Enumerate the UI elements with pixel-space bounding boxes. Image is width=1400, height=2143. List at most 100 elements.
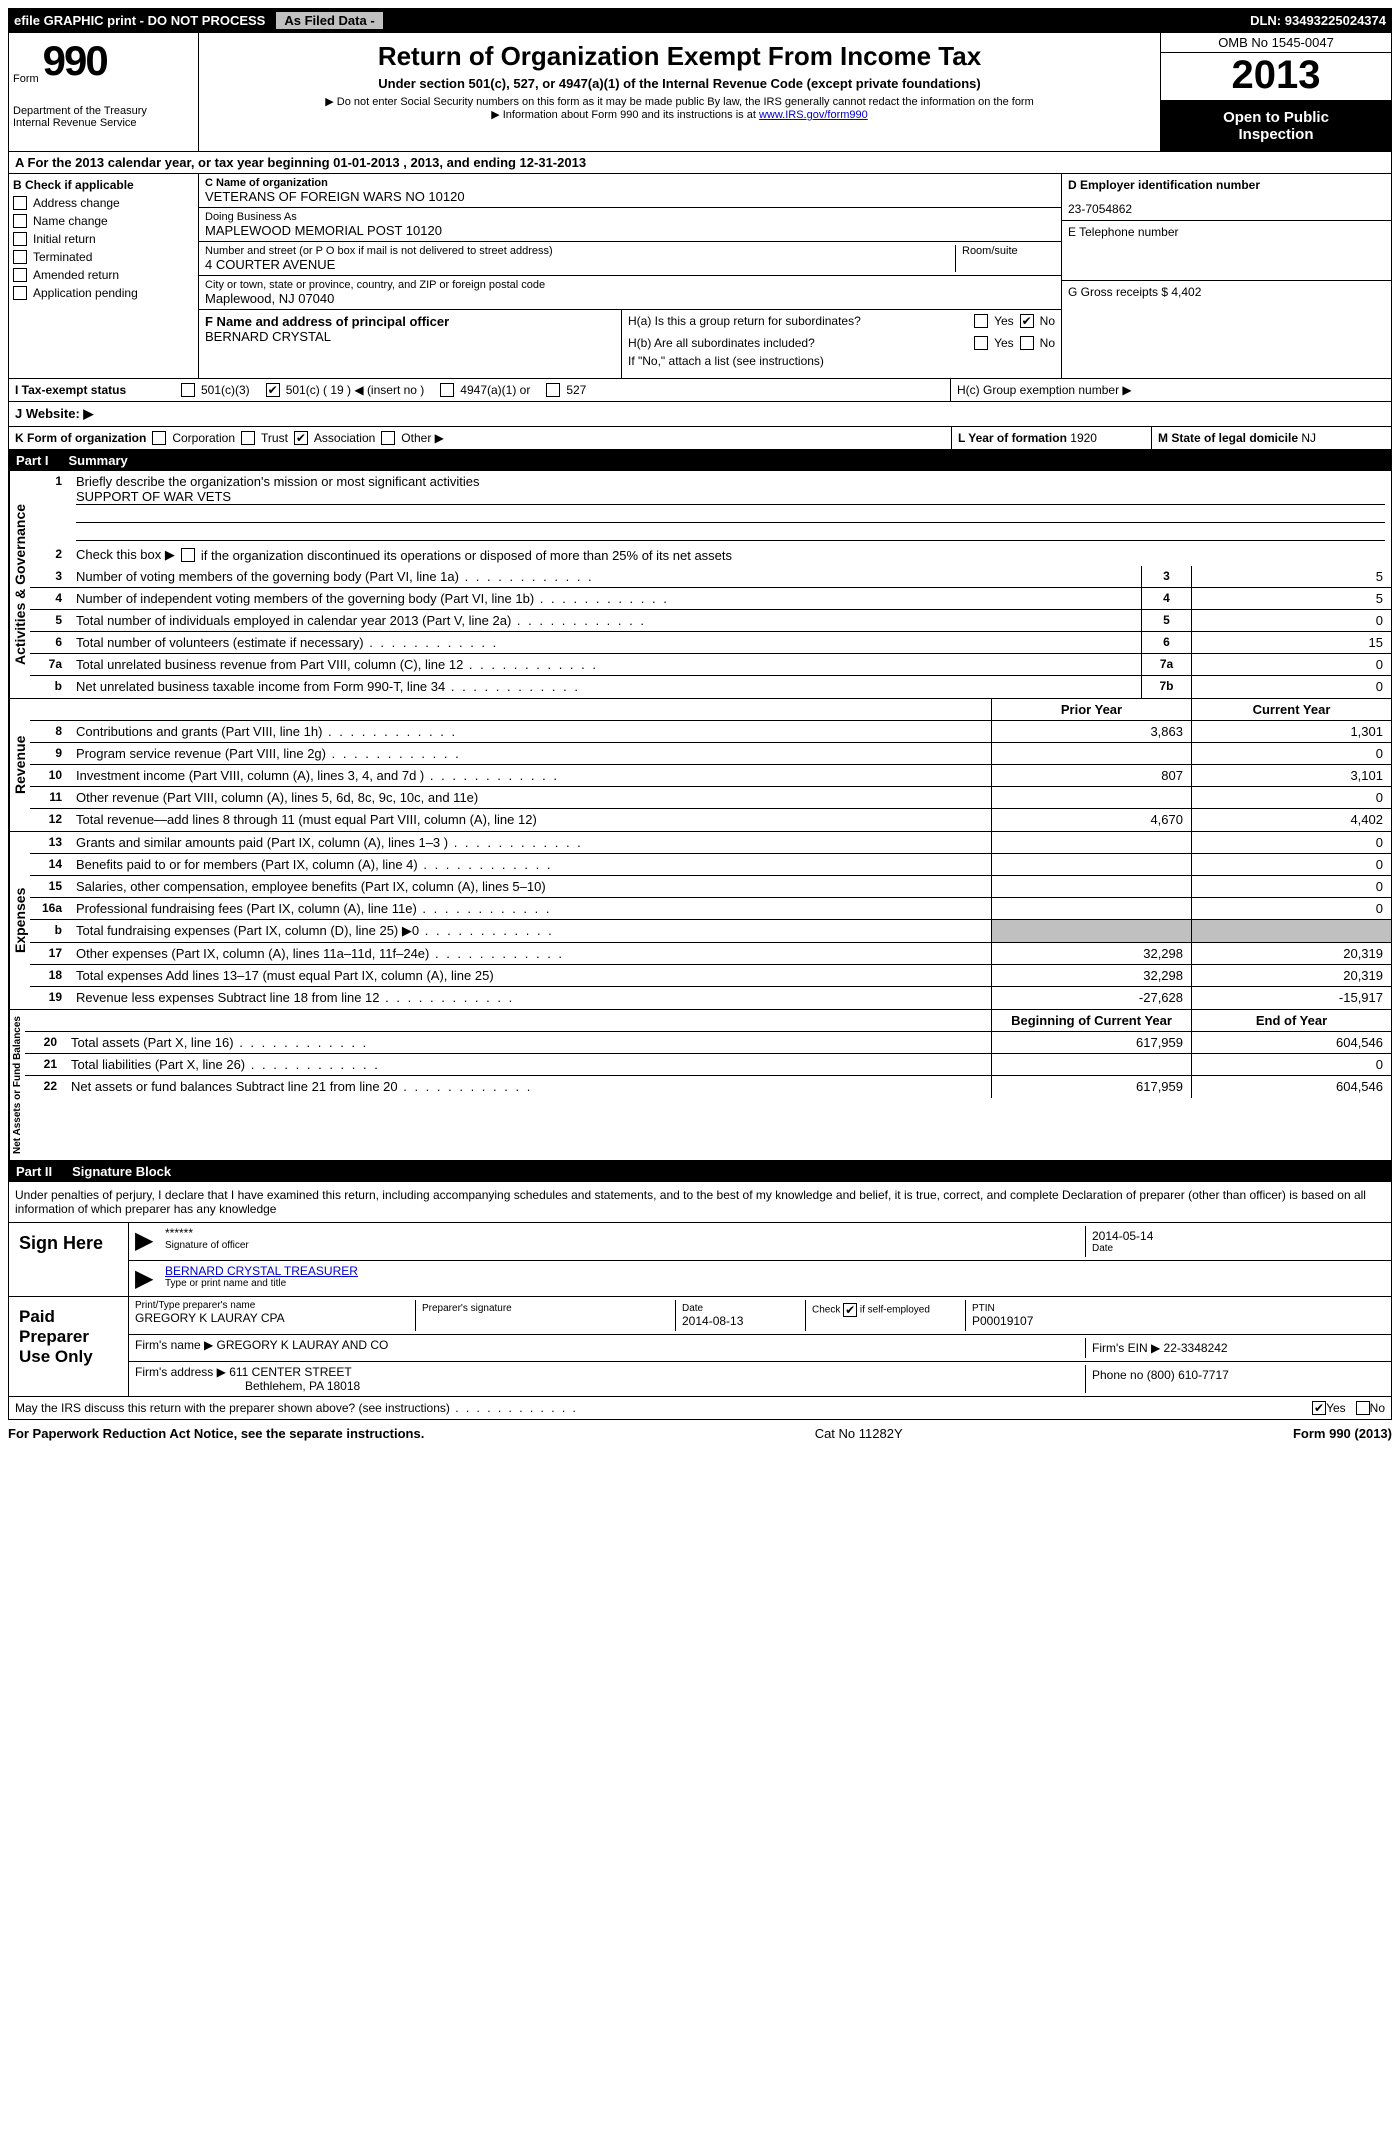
section-revenue: Revenue Prior Year Current Year 8 Contri…: [8, 699, 1392, 832]
firm-addr2: Bethlehem, PA 18018: [245, 1379, 360, 1393]
footer-center: Cat No 11282Y: [815, 1426, 903, 1441]
part-1-header: Part I Summary: [8, 450, 1392, 471]
chk-discontinued[interactable]: [181, 548, 195, 562]
form-subtitle: Under section 501(c), 527, or 4947(a)(1)…: [209, 76, 1150, 91]
summary-row: 8 Contributions and grants (Part VIII, l…: [30, 721, 1391, 743]
chk-501c3[interactable]: [181, 383, 195, 397]
summary-row: 13 Grants and similar amounts paid (Part…: [30, 832, 1391, 854]
ptin: P00019107: [972, 1314, 1379, 1328]
firm-name: GREGORY K LAURAY AND CO: [217, 1338, 389, 1352]
chk-corp[interactable]: [152, 431, 166, 445]
chk-address-change[interactable]: [13, 196, 27, 210]
gross-receipts: 4,402: [1171, 285, 1201, 299]
vlabel-activities: Activities & Governance: [9, 471, 30, 698]
part-2-header: Part II Signature Block: [8, 1161, 1392, 1182]
section-b-checkboxes: B Check if applicable Address change Nam…: [9, 174, 199, 378]
summary-row: 14 Benefits paid to or for members (Part…: [30, 854, 1391, 876]
footer-right: Form 990 (2013): [1293, 1426, 1392, 1441]
chk-application-pending[interactable]: [13, 286, 27, 300]
warning-2: ▶ Information about Form 990 and its ins…: [209, 108, 1150, 121]
chk-name-change[interactable]: [13, 214, 27, 228]
summary-row: 4 Number of independent voting members o…: [30, 588, 1391, 610]
chk-ha-no[interactable]: [1020, 314, 1034, 328]
dept-treasury: Department of the Treasury: [13, 105, 194, 117]
section-i-j: I Tax-exempt status 501(c)(3) 501(c) ( 1…: [8, 379, 1392, 402]
ein: 23-7054862: [1068, 202, 1385, 216]
preparer-date: 2014-08-13: [682, 1314, 799, 1328]
preparer-name: GREGORY K LAURAY CPA: [135, 1311, 415, 1325]
summary-row: 20 Total assets (Part X, line 16) 617,95…: [25, 1032, 1391, 1054]
firm-addr1: 611 CENTER STREET: [229, 1365, 351, 1379]
chk-501c[interactable]: [266, 383, 280, 397]
summary-row: b Total fundraising expenses (Part IX, c…: [30, 920, 1391, 943]
chk-discuss-yes[interactable]: [1312, 1401, 1326, 1415]
summary-row: 5 Total number of individuals employed i…: [30, 610, 1391, 632]
org-address: 4 COURTER AVENUE: [205, 257, 955, 272]
summary-row: 18 Total expenses Add lines 13–17 (must …: [30, 965, 1391, 987]
chk-trust[interactable]: [241, 431, 255, 445]
org-info-grid: B Check if applicable Address change Nam…: [8, 174, 1392, 379]
form-title: Return of Organization Exempt From Incom…: [209, 41, 1150, 72]
summary-row: 21 Total liabilities (Part X, line 26) 0: [25, 1054, 1391, 1076]
tax-year: 2013: [1161, 53, 1391, 101]
chk-assoc[interactable]: [294, 431, 308, 445]
discuss-preparer-row: May the IRS discuss this return with the…: [8, 1397, 1392, 1420]
mission: SUPPORT OF WAR VETS: [76, 489, 1385, 505]
efile-text: efile GRAPHIC print - DO NOT PROCESS: [14, 13, 265, 28]
irs-link[interactable]: www.IRS.gov/form990: [759, 109, 868, 121]
vlabel-revenue: Revenue: [9, 699, 30, 831]
firm-ein: 22-3348242: [1164, 1341, 1228, 1355]
section-net-assets: Net Assets or Fund Balances Beginning of…: [8, 1010, 1392, 1161]
chk-ha-yes[interactable]: [974, 314, 988, 328]
sign-here-block: Sign Here ▶ ****** Signature of officer …: [8, 1223, 1392, 1297]
section-c-org: C Name of organization VETERANS OF FOREI…: [199, 174, 1061, 378]
org-name: VETERANS OF FOREIGN WARS NO 10120: [205, 189, 1055, 204]
summary-row: 3 Number of voting members of the govern…: [30, 566, 1391, 588]
chk-hb-no[interactable]: [1020, 336, 1034, 350]
summary-row: 7a Total unrelated business revenue from…: [30, 654, 1391, 676]
org-city: Maplewood, NJ 07040: [205, 291, 1055, 306]
warning-1: ▶ Do not enter Social Security numbers o…: [209, 95, 1150, 108]
vlabel-expenses: Expenses: [9, 832, 30, 1009]
section-a-tax-year: A For the 2013 calendar year, or tax yea…: [8, 152, 1392, 174]
summary-row: 17 Other expenses (Part IX, column (A), …: [30, 943, 1391, 965]
form-title-block: Return of Organization Exempt From Incom…: [199, 33, 1161, 151]
chk-self-employed[interactable]: [843, 1303, 857, 1317]
year-block: OMB No 1545-0047 2013 Open to Public Ins…: [1161, 33, 1391, 151]
summary-row: 11 Other revenue (Part VIII, column (A),…: [30, 787, 1391, 809]
principal-officer: BERNARD CRYSTAL: [205, 329, 615, 344]
chk-4947[interactable]: [440, 383, 454, 397]
chk-hb-yes[interactable]: [974, 336, 988, 350]
org-dba: MAPLEWOOD MEMORIAL POST 10120: [205, 223, 1055, 238]
chk-amended[interactable]: [13, 268, 27, 282]
section-k-l-m: K Form of organization Corporation Trust…: [8, 427, 1392, 450]
summary-row: 22 Net assets or fund balances Subtract …: [25, 1076, 1391, 1098]
form-header-grid: Form 990 Department of the Treasury Inte…: [8, 33, 1392, 152]
hb-label: H(b) Are all subordinates included?: [628, 336, 968, 350]
sig-date: 2014-05-14: [1092, 1229, 1379, 1243]
paid-preparer-label: Paid Preparer Use Only: [9, 1297, 129, 1396]
hc-label: H(c) Group exemption number ▶: [951, 379, 1391, 401]
omb-number: OMB No 1545-0047: [1161, 33, 1391, 53]
perjury-statement: Under penalties of perjury, I declare th…: [8, 1182, 1392, 1223]
chk-discuss-no[interactable]: [1356, 1401, 1370, 1415]
state-domicile: NJ: [1301, 431, 1316, 445]
chk-other[interactable]: [381, 431, 395, 445]
sign-here-label: Sign Here: [9, 1223, 129, 1296]
hb-note: If "No," attach a list (see instructions…: [628, 354, 1055, 368]
officer-name[interactable]: BERNARD CRYSTAL TREASURER: [165, 1264, 358, 1278]
summary-row: 16a Professional fundraising fees (Part …: [30, 898, 1391, 920]
section-expenses: Expenses 13 Grants and similar amounts p…: [8, 832, 1392, 1010]
year-formation: 1920: [1070, 431, 1097, 445]
chk-527[interactable]: [546, 383, 560, 397]
summary-row: 9 Program service revenue (Part VIII, li…: [30, 743, 1391, 765]
form-word: Form: [13, 73, 39, 85]
summary-row: 15 Salaries, other compensation, employe…: [30, 876, 1391, 898]
form-number: 990: [43, 37, 107, 85]
open-inspection: Open to Public Inspection: [1161, 101, 1391, 151]
chk-initial-return[interactable]: [13, 232, 27, 246]
chk-terminated[interactable]: [13, 250, 27, 264]
vlabel-net-assets: Net Assets or Fund Balances: [9, 1010, 25, 1160]
dln: DLN: 93493225024374: [1250, 13, 1386, 28]
section-j-website: J Website: ▶: [8, 402, 1392, 427]
